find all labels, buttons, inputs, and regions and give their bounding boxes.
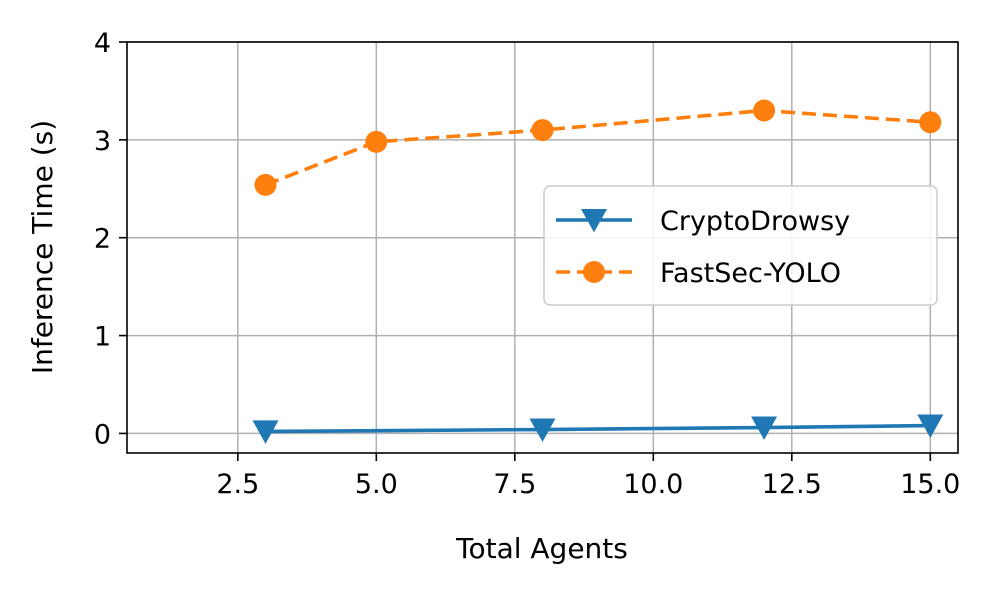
legend-marker [583, 261, 605, 283]
legend: CryptoDrowsy FastSec-YOLO [543, 185, 938, 306]
data-point [919, 111, 942, 134]
y-tick-label: 3 [94, 126, 111, 157]
axis-ticks: 2.5 5.0 7.5 10.0 12.5 15.0 0 1 2 3 4 [94, 28, 961, 500]
legend-entry: CryptoDrowsy [556, 206, 850, 237]
data-point [531, 119, 554, 142]
y-tick-label: 2 [94, 224, 111, 255]
series-fastsec-yolo [254, 99, 942, 196]
x-tick-label: 7.5 [493, 469, 536, 500]
data-point [751, 416, 778, 440]
data-point [753, 99, 776, 122]
series-cryptodrowsy [252, 414, 944, 444]
x-tick-label: 2.5 [216, 469, 259, 500]
series-line [265, 423, 931, 434]
y-tick-label: 1 [94, 322, 111, 353]
x-tick-label: 5.0 [355, 469, 398, 500]
y-tick-label: 4 [94, 28, 111, 59]
y-tick-label: 0 [94, 419, 111, 450]
x-tick-label: 10.0 [623, 469, 683, 500]
data-point [365, 130, 388, 153]
legend-entry: FastSec-YOLO [556, 258, 841, 289]
data-point [529, 418, 556, 442]
y-axis-label: Inference Time (s) [26, 120, 59, 374]
series-layer [252, 99, 944, 444]
legend-label: CryptoDrowsy [660, 206, 850, 237]
x-axis-label: Total Agents [455, 532, 628, 565]
data-point [254, 173, 277, 196]
data-point [252, 420, 279, 444]
x-tick-label: 15.0 [900, 469, 960, 500]
legend-marker [581, 208, 607, 233]
x-tick-label: 12.5 [762, 469, 822, 500]
legend-label: FastSec-YOLO [660, 258, 841, 289]
plot-frame [126, 41, 959, 454]
data-point [917, 414, 944, 438]
legend-box [543, 185, 938, 306]
